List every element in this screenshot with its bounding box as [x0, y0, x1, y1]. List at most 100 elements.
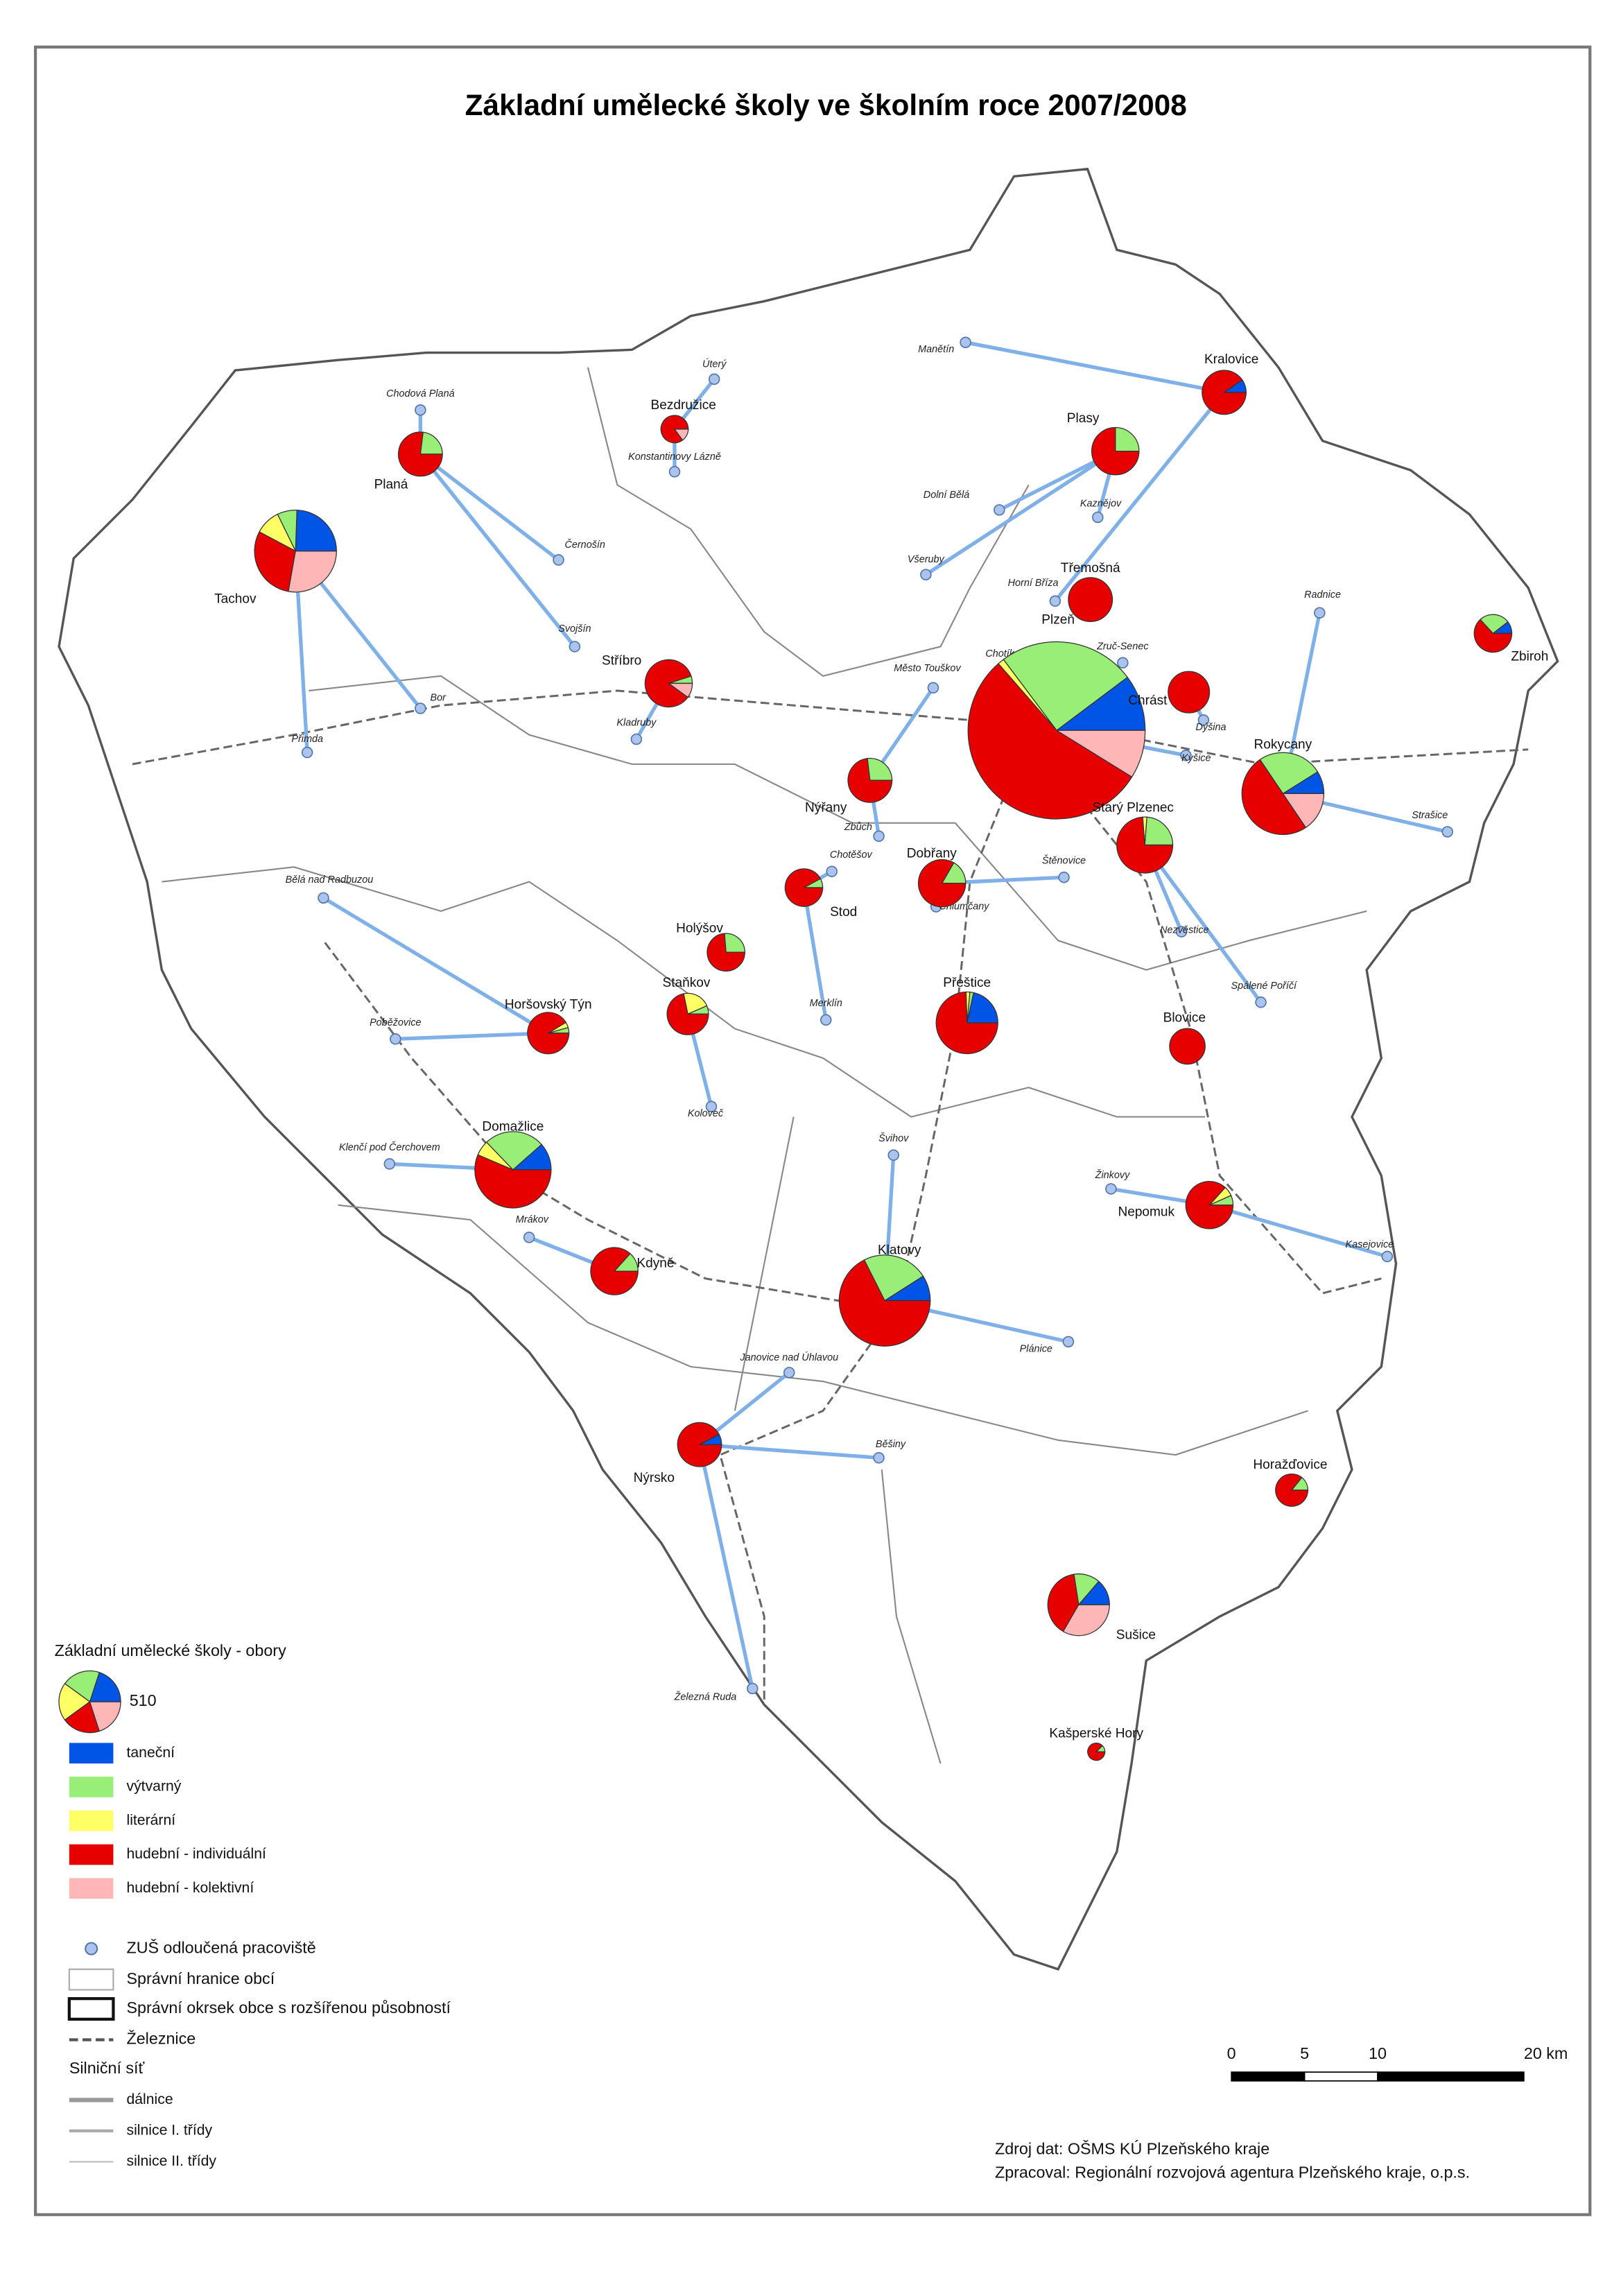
legend-roads-title: Silniční síť	[69, 2059, 145, 2077]
school: Starý Plzenec	[1092, 801, 1174, 874]
branch-label: Bělá nad Radbuzou	[286, 874, 374, 886]
school: Klatovy	[838, 1243, 931, 1347]
legend-reference: 510	[130, 1691, 157, 1709]
branch-point	[301, 746, 313, 759]
branch-point	[569, 641, 581, 653]
branch-point	[705, 1100, 718, 1113]
school: Stod	[784, 868, 857, 920]
branch-label: Poběžovice	[370, 1017, 421, 1028]
school-label: Staňkov	[662, 976, 710, 990]
branch-label: Spálené Poříčí	[1231, 981, 1298, 992]
branch-label: Plánice	[1020, 1343, 1052, 1354]
pie-slice	[419, 431, 443, 455]
branch-label: Kyšice	[1181, 752, 1211, 763]
school-pies: Kralovice Bezdružice Planá Plasy Tachov Třemo…	[214, 352, 1548, 1761]
branch-point	[415, 404, 426, 416]
scale-bar: 0 5 10 20 km	[1227, 2044, 1568, 2082]
school-label: Bezdružice	[651, 398, 716, 413]
district-border	[162, 866, 1206, 1118]
pie-slice	[58, 1683, 91, 1721]
branch-label: Zruč-Senec	[1096, 641, 1149, 652]
branch-label: Chodová Planá	[386, 388, 455, 399]
school: Nepomuk	[1118, 1181, 1234, 1229]
pie-slice	[1055, 676, 1146, 731]
legend-title: Základní umělecké školy - obory	[55, 1641, 286, 1659]
scale-label: 5	[1300, 2044, 1309, 2062]
school: Kralovice	[1202, 352, 1258, 415]
district-border	[309, 675, 1367, 971]
school: Kdyně	[590, 1247, 674, 1295]
school-label: Planá	[374, 477, 408, 492]
branch-point	[960, 336, 971, 349]
branch-link	[697, 1444, 754, 1689]
school-label: Zbiroh	[1511, 649, 1548, 664]
pie-slice	[1202, 370, 1247, 415]
school-label: Nýrsko	[634, 1471, 675, 1485]
pie-slice	[295, 509, 337, 552]
school: Horažďovice	[1253, 1458, 1327, 1507]
branch-point	[873, 1452, 885, 1464]
branch-point	[873, 830, 885, 843]
branch-point	[1255, 996, 1267, 1008]
pie-slice	[1282, 793, 1325, 829]
pie-slice	[867, 757, 893, 781]
branch-point	[1175, 926, 1188, 938]
branch-label: Svojšín	[558, 623, 591, 635]
pie-slice	[666, 993, 709, 1035]
pie-slice	[1091, 426, 1140, 476]
legend-label: literární	[126, 1812, 175, 1828]
branch-link	[924, 449, 1117, 576]
branch-point	[1197, 714, 1210, 726]
title: Základní umělecké školy ve školním roce …	[465, 89, 1187, 121]
scale-label: 20 km	[1524, 2044, 1568, 2062]
railway	[1028, 734, 1382, 1295]
pie-slice	[1241, 759, 1307, 836]
pie-slice	[89, 1701, 121, 1732]
pie-slice	[398, 431, 443, 477]
branch-label: Štěnovice	[1042, 855, 1086, 867]
school-label: Holýšov	[676, 921, 723, 935]
railway	[132, 689, 1529, 766]
branch-point	[1117, 657, 1129, 669]
branch-label: Mrákov	[516, 1214, 549, 1225]
branch-point	[1180, 750, 1192, 761]
district-border	[338, 1204, 1308, 1456]
district-borders	[162, 367, 1367, 1764]
pie-slice	[254, 531, 296, 592]
legend-swatch	[69, 1844, 114, 1865]
pie-slice	[1062, 1604, 1110, 1637]
school-label: Horažďovice	[1253, 1458, 1327, 1472]
pie-slice	[1115, 426, 1140, 452]
branch-point	[783, 1367, 795, 1379]
railway	[718, 734, 1030, 1705]
scale-label: 10	[1369, 2044, 1387, 2062]
legend-swatch	[69, 1810, 114, 1831]
legend-road: dálnice	[126, 2091, 173, 2107]
school-label: Kralovice	[1204, 352, 1258, 367]
branch-point	[318, 892, 329, 904]
school-label: Kašperské Hory	[1049, 1727, 1143, 1741]
legend-road: silnice II. třídy	[126, 2153, 216, 2169]
school: Nýřany	[805, 757, 893, 815]
branch-point	[920, 569, 932, 580]
legend-branch: ZUŠ odloučená pracoviště	[126, 1937, 315, 1956]
pie-slice	[917, 858, 966, 908]
source: Zpracoval: Regionální rozvojová agentura…	[995, 2163, 1470, 2181]
legend-district: Správní okrsek obce s rozšířenou působno…	[126, 1999, 451, 2017]
pie-slice	[1480, 614, 1509, 635]
school: Domažlice	[474, 1119, 552, 1209]
branch-point	[887, 1149, 900, 1161]
branch-label: Město Touškov	[894, 663, 961, 674]
legend-pie	[58, 1670, 121, 1734]
legend-label: výtvarný	[126, 1779, 181, 1795]
branch-label: Přimda	[291, 734, 323, 745]
pie-slice	[966, 992, 998, 1024]
pie-slice	[863, 1254, 924, 1302]
branch-link	[419, 452, 560, 562]
branch-label: Chotěšov	[830, 849, 873, 861]
branch-point	[415, 702, 426, 714]
pie-slice	[1055, 730, 1146, 778]
pie-slice	[64, 1670, 101, 1703]
pie-slice	[1144, 816, 1174, 846]
